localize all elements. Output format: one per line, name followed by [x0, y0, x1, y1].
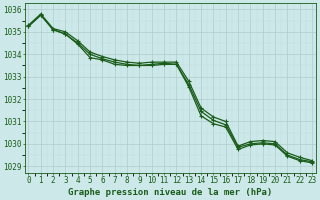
X-axis label: Graphe pression niveau de la mer (hPa): Graphe pression niveau de la mer (hPa): [68, 188, 272, 197]
